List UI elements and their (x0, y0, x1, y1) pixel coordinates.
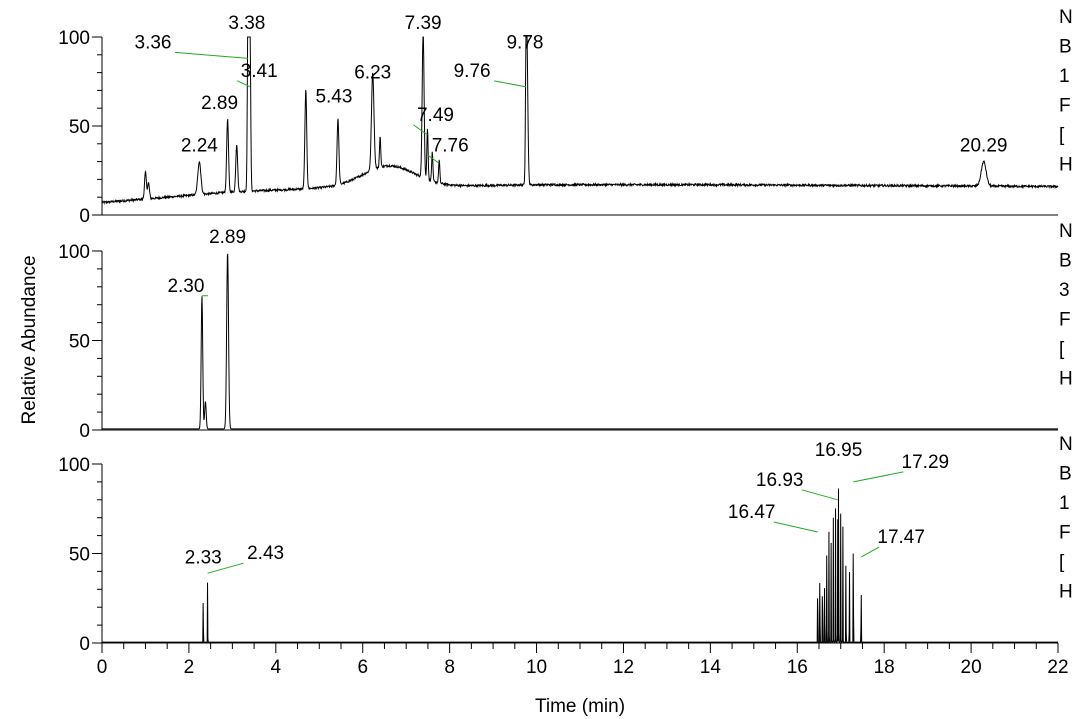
peak-label: 2.24 (181, 136, 218, 157)
x-tick-label: 20 (961, 657, 982, 678)
header-clipped-text: B (1059, 37, 1072, 58)
peak-label: 2.89 (201, 93, 238, 114)
x-axis-title: Time (min) (535, 696, 625, 717)
x-tick-label: 6 (357, 657, 368, 678)
chromatogram-trace (102, 488, 1058, 643)
peak-leader-line (801, 489, 838, 501)
y-tick-label: 50 (69, 117, 90, 138)
panel-1: 0 50 100 2.24 2.89 3.36 3.38 3.41 5.436.23 7.39 7.… (58, 7, 1072, 227)
peak-label: 2.30 (167, 276, 204, 297)
peak-label: 3.38 (228, 13, 265, 34)
peak-leader-line (853, 471, 904, 483)
y-tick-label: 100 (58, 28, 90, 49)
peak-label: 16.93 (756, 470, 804, 491)
y-tick-label: 50 (69, 332, 90, 353)
chromatogram-trace (101, 36, 1059, 205)
peak-label: 9.78 (506, 32, 543, 53)
header-clipped-text: [ (1059, 339, 1065, 360)
x-tick-label: 8 (444, 657, 455, 678)
x-tick-label: 22 (1047, 657, 1068, 678)
header-clipped-text: 1 (1059, 66, 1070, 87)
header-clipped-text: H (1059, 155, 1073, 176)
header-clipped-text: N (1059, 434, 1073, 455)
peak-label: 16.47 (728, 502, 776, 523)
peak-label: 9.76 (454, 61, 491, 82)
peak-label: 6.23 (354, 62, 391, 83)
y-tick-label: 0 (79, 206, 90, 227)
x-tick-label: 14 (700, 657, 722, 678)
peak-leader-line (236, 80, 251, 88)
peak-label: 7.39 (405, 13, 442, 34)
peak-label: 7.49 (417, 105, 454, 126)
header-clipped-text: [ (1059, 552, 1065, 573)
x-tick-label: 12 (613, 657, 634, 678)
x-tick-label: 4 (271, 657, 282, 678)
header-clipped-text: H (1059, 582, 1073, 603)
header-clipped-text: [ (1059, 125, 1065, 146)
x-axis: 0 2 4 6 8 10 12 14 16 18 20 22 (97, 643, 1069, 678)
peak-label: 16.95 (815, 440, 863, 461)
chromatogram-trace (102, 253, 1058, 430)
peak-label: 3.36 (135, 32, 172, 53)
peak-label: 3.41 (241, 61, 278, 82)
header-clipped-text: F (1059, 96, 1071, 117)
panel-3: 0 50 100 2.33 2.43 16.47 16.93 16.95 17.29 17.47 N… (58, 434, 1072, 655)
x-tick-label: 2 (184, 657, 195, 678)
peak-label: 5.43 (315, 86, 352, 107)
y-tick-label: 0 (79, 421, 90, 442)
peak-leader-line (413, 124, 428, 136)
peak-label: 7.76 (432, 135, 469, 156)
peak-leader-line (207, 562, 244, 574)
y-tick-label: 100 (58, 455, 90, 476)
header-clipped-text: 3 (1059, 280, 1070, 301)
header-clipped-text: 1 (1059, 493, 1070, 514)
peak-leader-line (427, 154, 440, 164)
peak-leader-line (860, 546, 880, 558)
x-tick-label: 0 (97, 657, 108, 678)
peak-leader-line (773, 521, 818, 533)
y-tick-label: 0 (79, 634, 90, 655)
peak-leader-line (174, 51, 249, 59)
x-tick-label: 16 (787, 657, 808, 678)
peak-leader-line (494, 80, 527, 88)
header-clipped-text: B (1059, 251, 1072, 272)
x-tick-label: 18 (874, 657, 895, 678)
y-axis-title: Relative Abundance (19, 255, 40, 424)
peak-label: 2.89 (209, 227, 246, 248)
y-tick-label: 100 (58, 242, 90, 263)
peak-label: 17.29 (902, 452, 950, 473)
peak-label: 20.29 (960, 136, 1008, 157)
header-clipped-text: N (1059, 7, 1073, 28)
header-clipped-text: N (1059, 221, 1073, 242)
header-clipped-text: F (1059, 523, 1071, 544)
header-clipped-text: H (1059, 369, 1073, 390)
header-clipped-text: B (1059, 464, 1072, 485)
y-tick-label: 50 (69, 545, 90, 566)
peak-label: 2.33 (185, 547, 222, 568)
panel-2: 0 50 100 2.30 2.89 NB 3 F [ H (58, 221, 1072, 442)
peak-label: 17.47 (877, 527, 925, 548)
peak-label: 2.43 (247, 543, 284, 564)
header-clipped-text: F (1059, 310, 1071, 331)
x-tick-label: 10 (526, 657, 547, 678)
